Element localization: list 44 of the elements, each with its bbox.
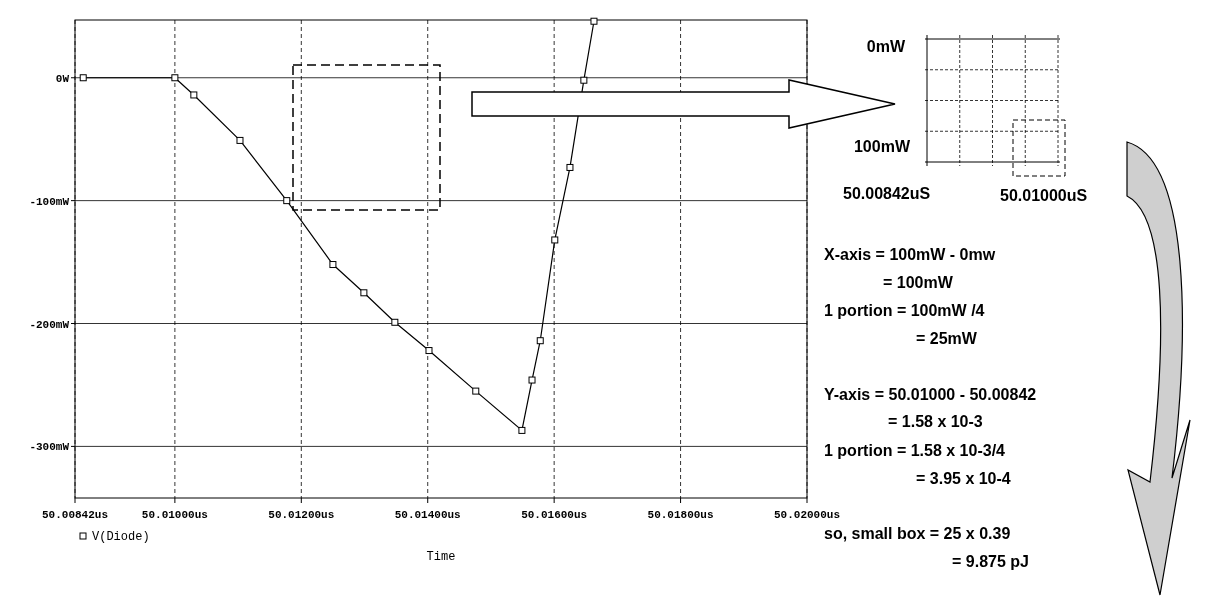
legend-label: V(Diode) — [92, 530, 150, 544]
point — [551, 236, 559, 244]
text: 1 portion = 100mW /4 — [824, 302, 985, 319]
text: = 25mW — [916, 330, 978, 347]
x-tick-label: 50.01600us — [521, 509, 588, 521]
point — [329, 261, 337, 269]
text: 100mW — [853, 138, 911, 155]
x-tick-label: 50.00842us — [41, 509, 109, 521]
point — [360, 289, 368, 297]
point — [391, 318, 399, 326]
point — [566, 163, 574, 171]
y-tick-label: 0W — [55, 72, 70, 85]
text: 0mW — [866, 38, 906, 55]
text: Y-axis = 50.01000 - 50.00842 — [824, 386, 1037, 403]
x-tick-label: 50.01800us — [647, 509, 714, 521]
y-tick-label: -300mW — [29, 441, 70, 454]
text: = 9.875 pJ — [952, 553, 1029, 570]
text: 1 portion = 1.58 x 10-3/4 — [824, 442, 1006, 459]
point — [590, 17, 598, 25]
point — [472, 387, 480, 395]
text: = 3.95 x 10-4 — [916, 470, 1011, 487]
point — [283, 197, 291, 205]
y-tick-label: -100mW — [29, 195, 70, 208]
text: so, small box = 25 x 0.39 — [824, 525, 1011, 542]
text: X-axis = 100mW - 0mw — [824, 246, 996, 263]
point — [518, 426, 526, 434]
point — [580, 76, 588, 84]
point — [536, 337, 544, 345]
text: = 100mW — [883, 274, 954, 291]
text: 50.00842uS — [843, 185, 931, 202]
point — [528, 376, 536, 384]
point — [171, 74, 179, 82]
text: 50.01000uS — [1000, 187, 1088, 204]
x-tick-label: 50.01200us — [268, 509, 335, 521]
x-axis-title: Time — [426, 550, 456, 564]
y-tick-label: -200mW — [29, 318, 70, 331]
point — [425, 347, 433, 355]
x-tick-label: 50.01000us — [141, 509, 208, 521]
point — [236, 136, 244, 144]
x-tick-label: 50.02000us — [773, 509, 841, 521]
text: = 1.58 x 10-3 — [888, 413, 983, 430]
point — [190, 91, 198, 99]
x-tick-label: 50.01400us — [394, 509, 461, 521]
point — [79, 74, 87, 82]
